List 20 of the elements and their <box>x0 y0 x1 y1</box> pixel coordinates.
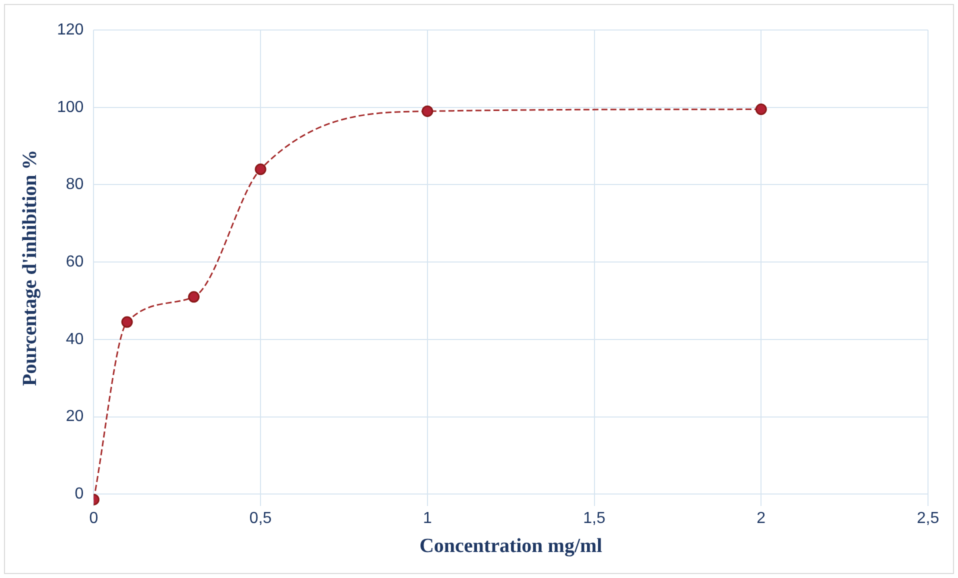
y-tick-label: 40 <box>66 330 84 348</box>
point <box>188 291 200 303</box>
x-tick-label: 0 <box>89 510 98 527</box>
y-tick-label: 100 <box>56 98 84 116</box>
x-tick-label: 2 <box>756 510 766 527</box>
y-tick-label: 120 <box>56 21 84 38</box>
x-axis-title: Concentration mg/ml <box>419 535 603 558</box>
point <box>755 104 767 116</box>
point <box>121 316 133 328</box>
y-tick-label: 0 <box>74 486 84 503</box>
x-tick-label: 2,5 <box>916 510 940 527</box>
x-tick-label: 1 <box>422 510 432 527</box>
y-axis-title: Pourcentage d'inhibition % <box>19 150 42 386</box>
y-tick-label: 60 <box>66 254 84 271</box>
x-tick-label: 1,5 <box>583 510 606 527</box>
y-tick-label: 80 <box>66 176 84 194</box>
x-tick-label: 0,5 <box>249 510 272 527</box>
y-tick-label: 20 <box>66 408 84 426</box>
point <box>254 164 266 176</box>
point <box>422 105 434 117</box>
